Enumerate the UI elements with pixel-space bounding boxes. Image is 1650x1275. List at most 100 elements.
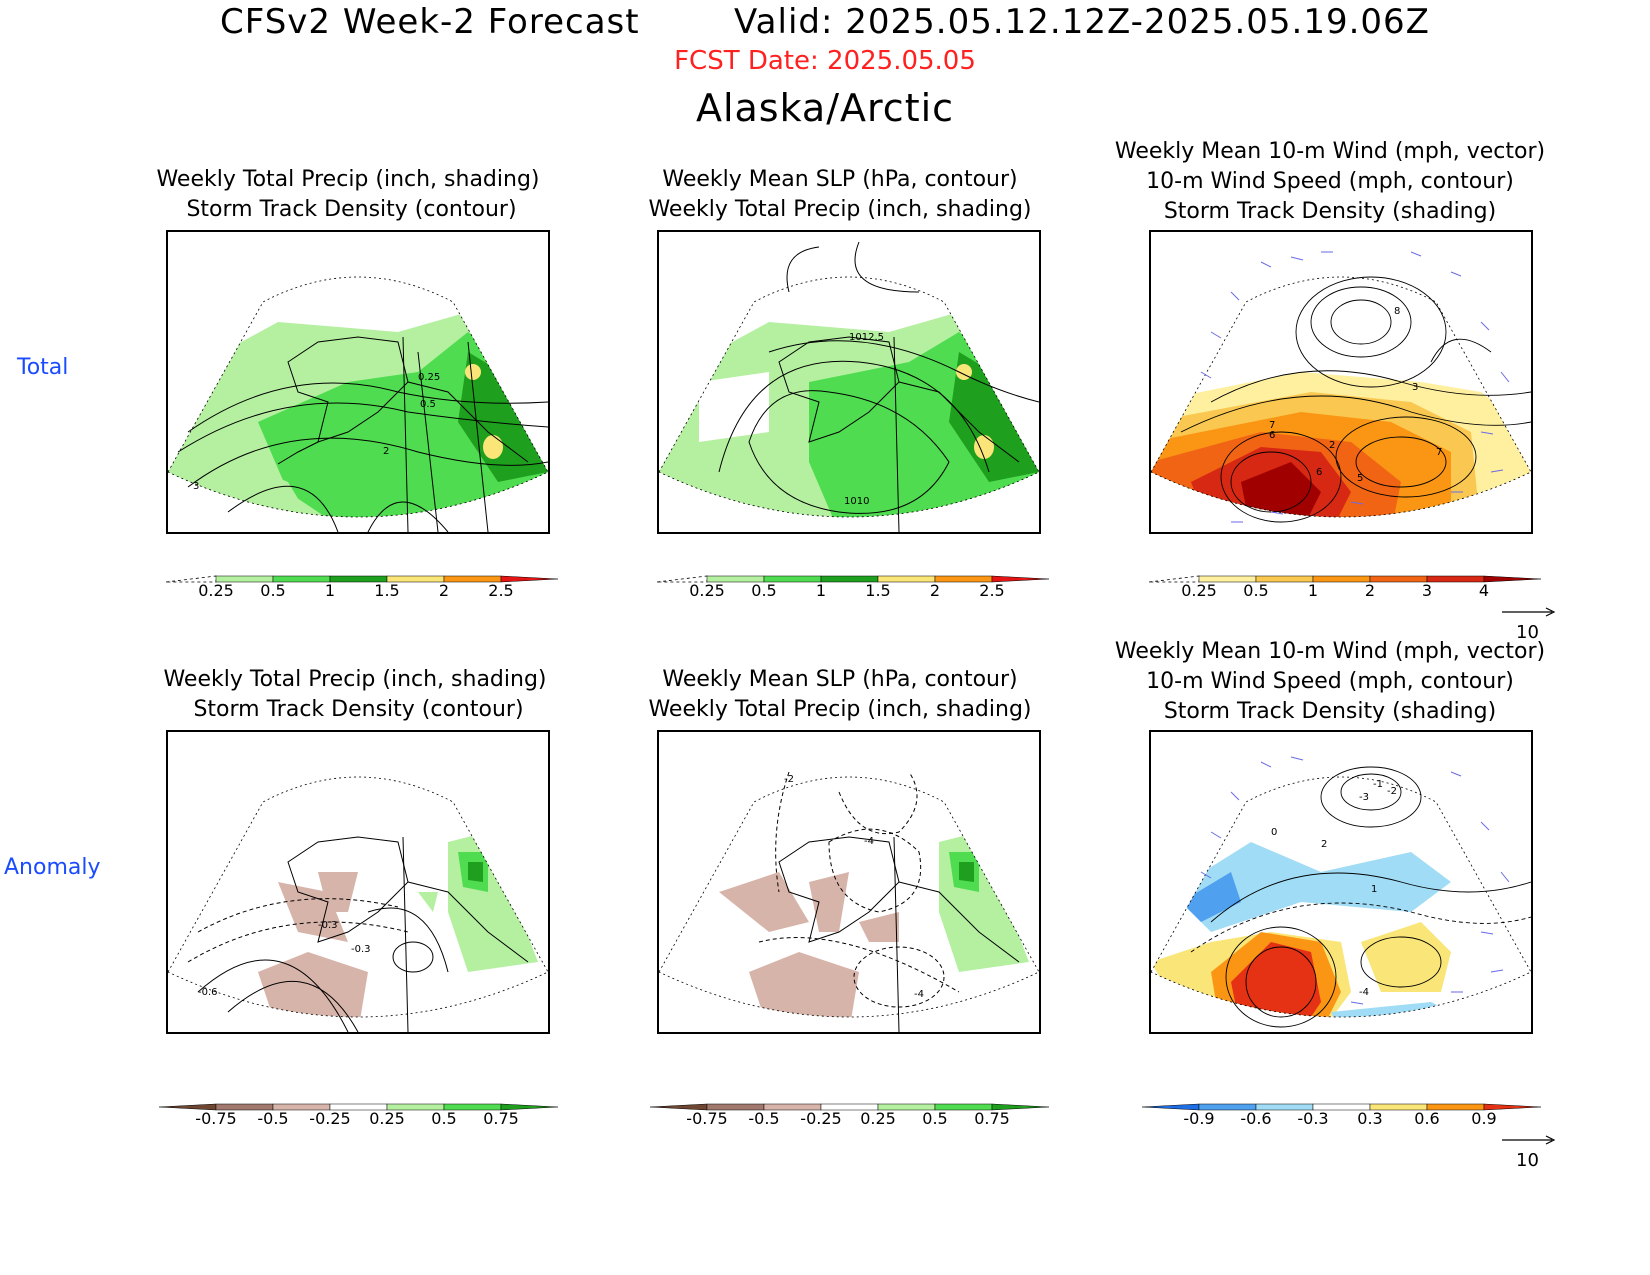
colorbar-tick-label: 1 [1308,581,1318,600]
contour-label: -0.6 [198,987,218,998]
vector-reference-label: 10 [1516,622,1539,643]
colorbar-tick-label: 1.5 [865,581,890,600]
contour-label: 2 [1329,440,1335,451]
colorbar-swatch [500,1103,559,1111]
colorbar-tick-label: 0.25 [689,581,725,600]
contour-label: 2 [1321,839,1327,850]
contour-label: -0.3 [351,944,371,955]
colorbar-tick-label: 0.5 [431,1109,456,1128]
contour-label: 3 [193,481,199,492]
contour-label: -4 [914,989,924,1000]
contour-label: -4 [864,836,874,847]
colorbar-tick-label: 2 [1365,581,1375,600]
row-label-total: Total [17,355,69,380]
panel-title-total-slp: Weekly Mean SLP (hPa, contour) Weekly To… [648,167,1032,222]
colorbar-tick-label: 1.5 [374,581,399,600]
colorbar-swatch [1483,575,1542,583]
colorbar-tail [165,575,217,583]
colorbar-tick-label: -0.75 [686,1109,727,1128]
colorbar-precip-total-slp: 0.25 0.5 1 1.5 2 2.5 [656,564,1057,600]
map-anom-precip: -0.3 -0.3 -0.6 [166,730,550,1034]
colorbar-tick-label: 2.5 [488,581,513,600]
colorbar-swatch [991,1103,1050,1111]
colorbar-precip-anom-slp: -0.75 -0.5 -0.25 0.25 0.5 0.75 [649,1092,1057,1128]
map-total-precip: 0.25 0.5 2 3 [166,230,550,534]
contour-label: -2 [784,774,794,785]
contour-label: 0.5 [420,399,436,410]
row-label-anomaly: Anomaly [4,855,101,880]
colorbar-swatch [1426,575,1485,583]
colorbar-precip-total: 0.25 0.5 1 1.5 2 2.5 [165,564,566,600]
colorbar-tick-label: 0.25 [198,581,234,600]
contour-label: 2 [383,446,389,457]
colorbar-tick-label: 0.5 [751,581,776,600]
vector-reference-total: 10 [1500,603,1560,643]
colorbar-tick-label: -0.25 [800,1109,841,1128]
colorbar-tick-label: 2 [439,581,449,600]
colorbar-tick-label: 0.5 [1243,581,1268,600]
colorbar-swatch [1369,575,1428,583]
colorbar-tick-label: 1 [325,581,335,600]
contour-label: 3 [1412,382,1418,393]
contour-label: 6 [1316,467,1322,478]
panel-title-total-wind: Weekly Mean 10-m Wind (mph, vector) 10-m… [1114,139,1546,224]
colorbar-swatch [1312,575,1371,583]
map-anom-slp: -2 -4 -4 [657,730,1041,1034]
colorbar-tail [656,575,708,583]
map-total-wind: 7 6 2 6 5 7 3 8 [1149,230,1533,534]
colorbar-tick-label: -0.25 [309,1109,350,1128]
forecast-date: FCST Date: 2025.05.05 [674,46,976,76]
colorbar-density-total: 0.25 0.5 1 2 3 4 [1148,564,1549,600]
contour-label: -4 [1359,987,1369,998]
contour-label: -0.3 [318,920,338,931]
colorbar-tick-label: 3 [1422,581,1432,600]
contour-label: 6 [1269,430,1275,441]
colorbar-tick-label: 0.5 [260,581,285,600]
colorbar-tick-label: -0.9 [1183,1109,1214,1128]
contour-label: 8 [1394,306,1400,317]
colorbar-tick-label: 0.25 [1181,581,1217,600]
panel-title-anom-wind: Weekly Mean 10-m Wind (mph, vector) 10-m… [1114,639,1546,724]
map-anom-wind: -1 -2 -3 0 2 1 -4 [1149,730,1533,1034]
contour-label: -1 [1373,779,1383,790]
panel-title-anom-precip: Weekly Total Precip (inch, shading) Stor… [163,667,547,722]
colorbar-tick-label: 0.25 [369,1109,405,1128]
colorbar-tick-label: -0.6 [1240,1109,1271,1128]
colorbar-tick-label: -0.75 [195,1109,236,1128]
colorbar-swatch [1483,1103,1542,1111]
contour-label: 1 [1371,884,1377,895]
colorbar-tick-label: 0.75 [974,1109,1010,1128]
colorbar-precip-anom: -0.75 -0.5 -0.25 0.25 0.5 0.75 [158,1092,566,1128]
colorbar-tick-label: -0.5 [748,1109,779,1128]
contour-label: -3 [1359,792,1369,803]
contour-label: 0.25 [418,372,440,383]
contour-label: 7 [1436,447,1442,458]
colorbar-tick-label: 0.9 [1471,1109,1496,1128]
colorbar-tick-label: 4 [1479,581,1489,600]
colorbar-tick-label: 2 [930,581,940,600]
colorbar-tick-label: 0.5 [922,1109,947,1128]
contour-label: 0 [1271,827,1277,838]
region-title: Alaska/Arctic [695,86,955,130]
colorbar-tick-label: 2.5 [979,581,1004,600]
colorbar-tail [1148,575,1200,583]
panel-title-total-precip: Weekly Total Precip (inch, shading) Stor… [156,167,540,222]
map-total-slp: 1012.5 1010 [657,230,1041,534]
colorbar-tick-label: 0.3 [1357,1109,1382,1128]
contour-label: 5 [1357,473,1363,484]
contour-label: 1012.5 [849,332,884,343]
colorbar-swatch [500,575,559,583]
contour-label: -2 [1387,786,1397,797]
vector-reference-anom: 10 [1500,1131,1560,1171]
colorbar-tick-label: -0.3 [1297,1109,1328,1128]
colorbar-tick-label: 0.6 [1414,1109,1439,1128]
vector-reference-label: 10 [1516,1150,1539,1171]
colorbar-tick-label: 0.75 [483,1109,519,1128]
contour-label: 7 [1269,420,1275,431]
panel-title-anom-slp: Weekly Mean SLP (hPa, contour) Weekly To… [648,667,1032,722]
colorbar-tick-label: -0.5 [257,1109,288,1128]
colorbar-swatch [991,575,1050,583]
colorbar-tick-label: 0.25 [860,1109,896,1128]
colorbar-tick-label: 1 [816,581,826,600]
contour-label: 1010 [844,496,869,507]
